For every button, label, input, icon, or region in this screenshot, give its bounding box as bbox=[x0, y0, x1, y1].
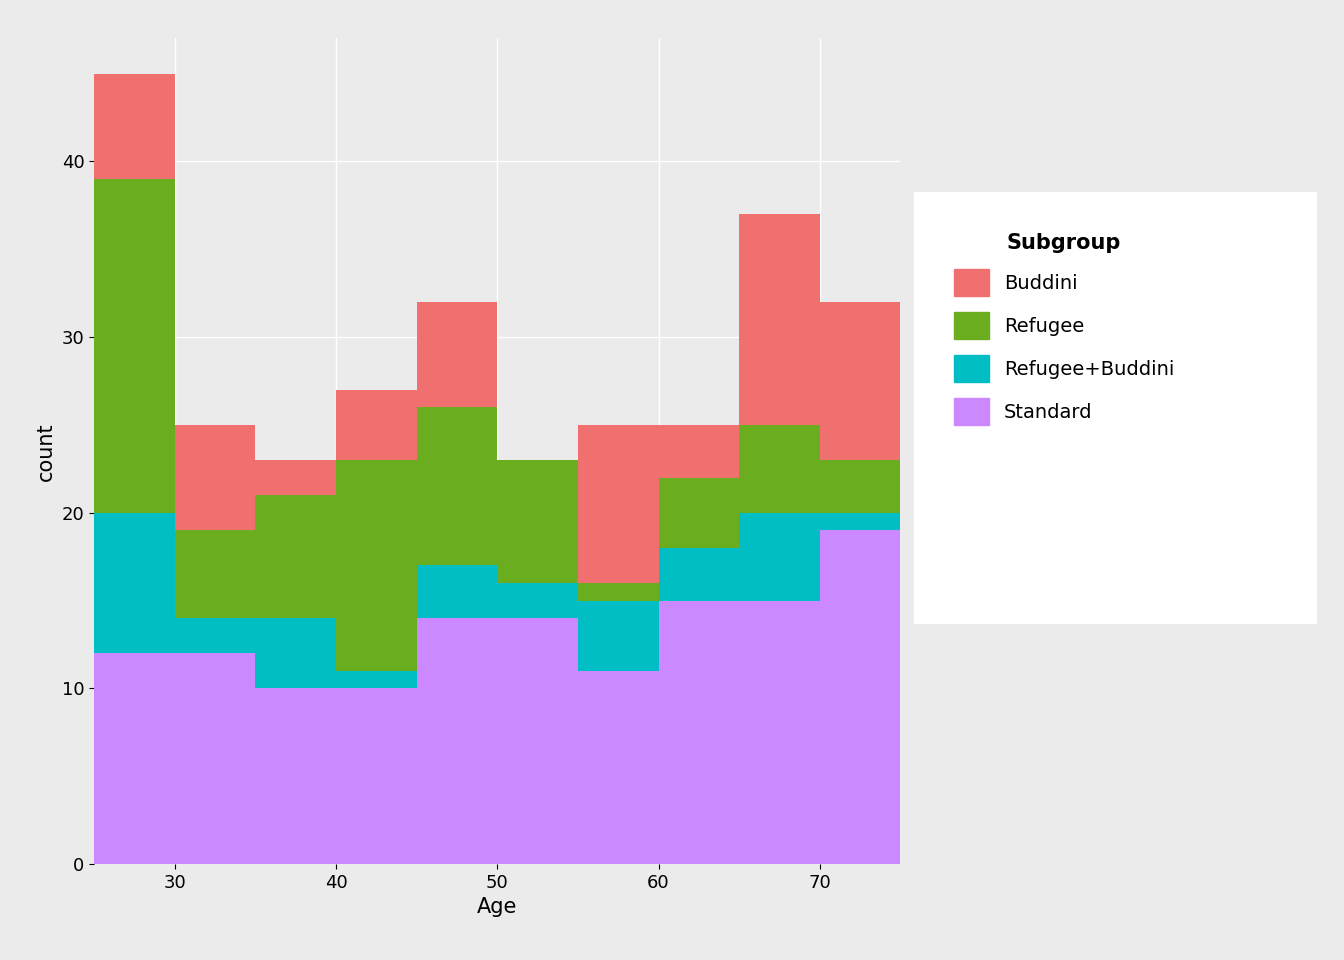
X-axis label: Age: Age bbox=[477, 898, 517, 917]
Y-axis label: count: count bbox=[36, 421, 56, 481]
Legend: Buddini, Refugee, Refugee+Buddini, Standard: Buddini, Refugee, Refugee+Buddini, Stand… bbox=[943, 224, 1184, 435]
